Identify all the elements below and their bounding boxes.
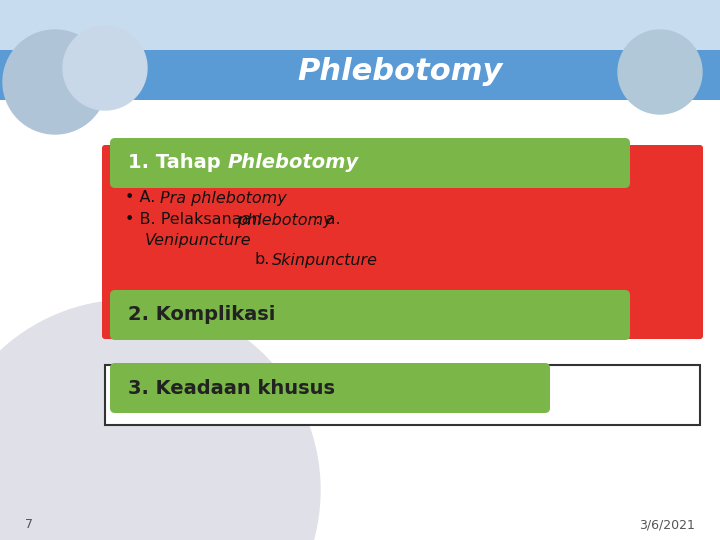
Circle shape — [3, 30, 107, 134]
FancyBboxPatch shape — [0, 50, 720, 100]
FancyBboxPatch shape — [110, 290, 630, 340]
Circle shape — [63, 26, 147, 110]
Text: Venipuncture: Venipuncture — [145, 233, 251, 247]
Text: 3/6/2021: 3/6/2021 — [639, 518, 695, 531]
Text: 2. Komplikasi: 2. Komplikasi — [128, 306, 275, 325]
Text: Phlebotomy: Phlebotomy — [297, 57, 503, 86]
FancyBboxPatch shape — [0, 0, 720, 50]
Text: 1. Tahap: 1. Tahap — [128, 153, 228, 172]
Text: b.: b. — [255, 253, 271, 267]
Text: 3. Keadaan khusus: 3. Keadaan khusus — [128, 379, 335, 397]
Text: • C.  Pasca: • C. Pasca — [125, 300, 217, 315]
Text: Phlebotomy: Phlebotomy — [228, 153, 359, 172]
FancyBboxPatch shape — [102, 145, 703, 339]
Text: • A.: • A. — [125, 191, 161, 206]
Text: : a.: : a. — [310, 213, 341, 227]
FancyBboxPatch shape — [105, 365, 700, 425]
Text: phlebotomy: phlebotomy — [237, 213, 333, 227]
FancyBboxPatch shape — [110, 363, 550, 413]
Text: phlebotomy: phlebotomy — [193, 300, 289, 315]
Circle shape — [0, 300, 320, 540]
Text: 7: 7 — [25, 518, 33, 531]
Text: • B. Pelaksanaan: • B. Pelaksanaan — [125, 213, 267, 227]
Text: Pra phlebotomy: Pra phlebotomy — [160, 191, 287, 206]
Text: Skinpuncture: Skinpuncture — [272, 253, 378, 267]
FancyBboxPatch shape — [110, 138, 630, 188]
Circle shape — [618, 30, 702, 114]
